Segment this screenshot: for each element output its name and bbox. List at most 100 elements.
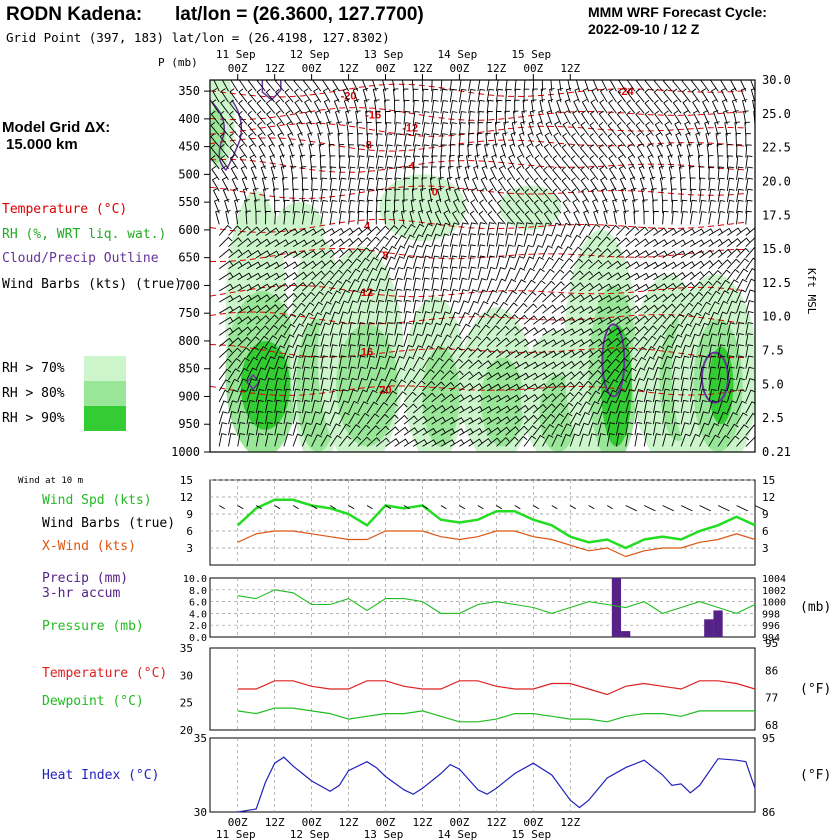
wind-barb: [220, 99, 229, 114]
wind-barb: [431, 345, 443, 358]
wind-barb: [699, 177, 706, 192]
wind-barb: [329, 210, 338, 225]
wind-barb: [699, 188, 707, 203]
wind-barb: [375, 188, 383, 203]
wind-barb: [588, 283, 603, 292]
wind-barb: [560, 360, 575, 370]
wind-barb: [477, 427, 492, 436]
wind-barb: [551, 361, 566, 370]
wind-barb: [634, 261, 649, 270]
wind-barb: [394, 245, 406, 258]
wind-barb: [431, 166, 437, 180]
wind-barb: [662, 210, 669, 225]
wind-barb: [579, 282, 594, 292]
wind-barb: [310, 166, 317, 180]
surface-wind-barb: [422, 505, 429, 510]
temp-ytick-c: 25: [180, 697, 193, 710]
wind-barb: [348, 377, 358, 392]
wind-barb: [617, 143, 627, 158]
wind-barb: [422, 144, 430, 158]
wind-barb: [670, 177, 676, 192]
wind-barb: [403, 144, 412, 158]
wind-barb: [255, 377, 266, 392]
wind-barb: [736, 366, 745, 380]
wind-barb: [477, 99, 485, 114]
wind-barb: [599, 88, 608, 103]
wind-barb: [264, 399, 273, 414]
wind-barb: [320, 400, 330, 414]
wind-barb: [440, 99, 449, 114]
wind-barb: [385, 322, 393, 336]
wind-barb: [222, 187, 229, 203]
wind-barb: [237, 433, 245, 447]
wind-ytick-right: 9: [762, 508, 769, 521]
wind-barb: [320, 166, 327, 180]
wind-barb: [320, 422, 331, 436]
wind-barb: [382, 88, 389, 103]
wind-barb: [292, 261, 308, 270]
legend-xwind: X-Wind (kts): [42, 539, 136, 554]
wind-barb: [218, 283, 234, 292]
wind-barb: [601, 80, 608, 92]
wind-barb: [588, 433, 597, 447]
wind-barb: [283, 377, 292, 391]
wind-barb: [366, 267, 378, 281]
wind-barb: [412, 439, 428, 447]
wind-barb: [311, 211, 319, 225]
wind-barb: [736, 247, 750, 259]
wind-barb: [261, 176, 268, 192]
wind-barb: [237, 272, 252, 281]
wind-barb: [375, 210, 382, 225]
wind-barb: [264, 388, 274, 403]
wind-barb: [699, 301, 711, 314]
wind-barb: [544, 132, 553, 147]
wind-barb: [726, 377, 736, 392]
surface-wind-barb: [348, 505, 355, 510]
pressure-tick-label: 900: [178, 389, 200, 403]
wind-barb: [699, 239, 714, 247]
wind-barb: [699, 333, 709, 347]
wind-barb: [403, 344, 414, 358]
wind-barb: [514, 383, 529, 392]
wind-barb: [617, 154, 627, 170]
wind-barb: [468, 289, 478, 303]
wind-barb: [282, 177, 288, 192]
legend-rh70-swatch: [84, 356, 126, 381]
wind-barb: [468, 312, 480, 325]
pressure-ytick: 994: [762, 633, 780, 644]
wind-barb: [257, 132, 266, 147]
wind-barb: [626, 99, 636, 114]
wind-barb: [440, 334, 452, 347]
pressure-tick-label: 750: [178, 306, 200, 320]
time-tick-label-bottom: 00Z: [302, 816, 322, 829]
wind-barb: [218, 368, 232, 381]
wind-barb: [440, 405, 455, 414]
wind-barb: [357, 378, 367, 392]
wind-barb: [346, 121, 352, 136]
wind-barb: [259, 154, 266, 169]
legend-precip: Precip (mm): [42, 571, 129, 586]
wind-barb: [302, 302, 315, 314]
wind-barb: [468, 359, 483, 370]
wind-barb: [699, 260, 714, 270]
wind-barb: [708, 301, 720, 314]
wind-barb: [255, 335, 269, 347]
wind-barb: [528, 121, 534, 136]
wind-barb: [218, 411, 228, 425]
wind-barb: [366, 333, 375, 347]
wind-barb: [597, 411, 608, 425]
wind-barb: [689, 291, 703, 303]
wind-barb: [468, 277, 477, 292]
wind-barb: [745, 378, 755, 392]
wind-barb: [338, 155, 346, 169]
wind-barb: [421, 80, 423, 92]
legend-wind-barbs: Wind Barbs (true): [42, 516, 176, 531]
wind-barb: [653, 272, 668, 281]
wind-barb: [754, 199, 755, 203]
wind-barb: [542, 393, 557, 403]
precip-bar: [611, 578, 622, 637]
wind-barb: [274, 227, 289, 236]
wind-barb: [717, 434, 730, 447]
wind-barb: [514, 326, 529, 336]
kft-tick-label: 0.21: [762, 445, 791, 459]
